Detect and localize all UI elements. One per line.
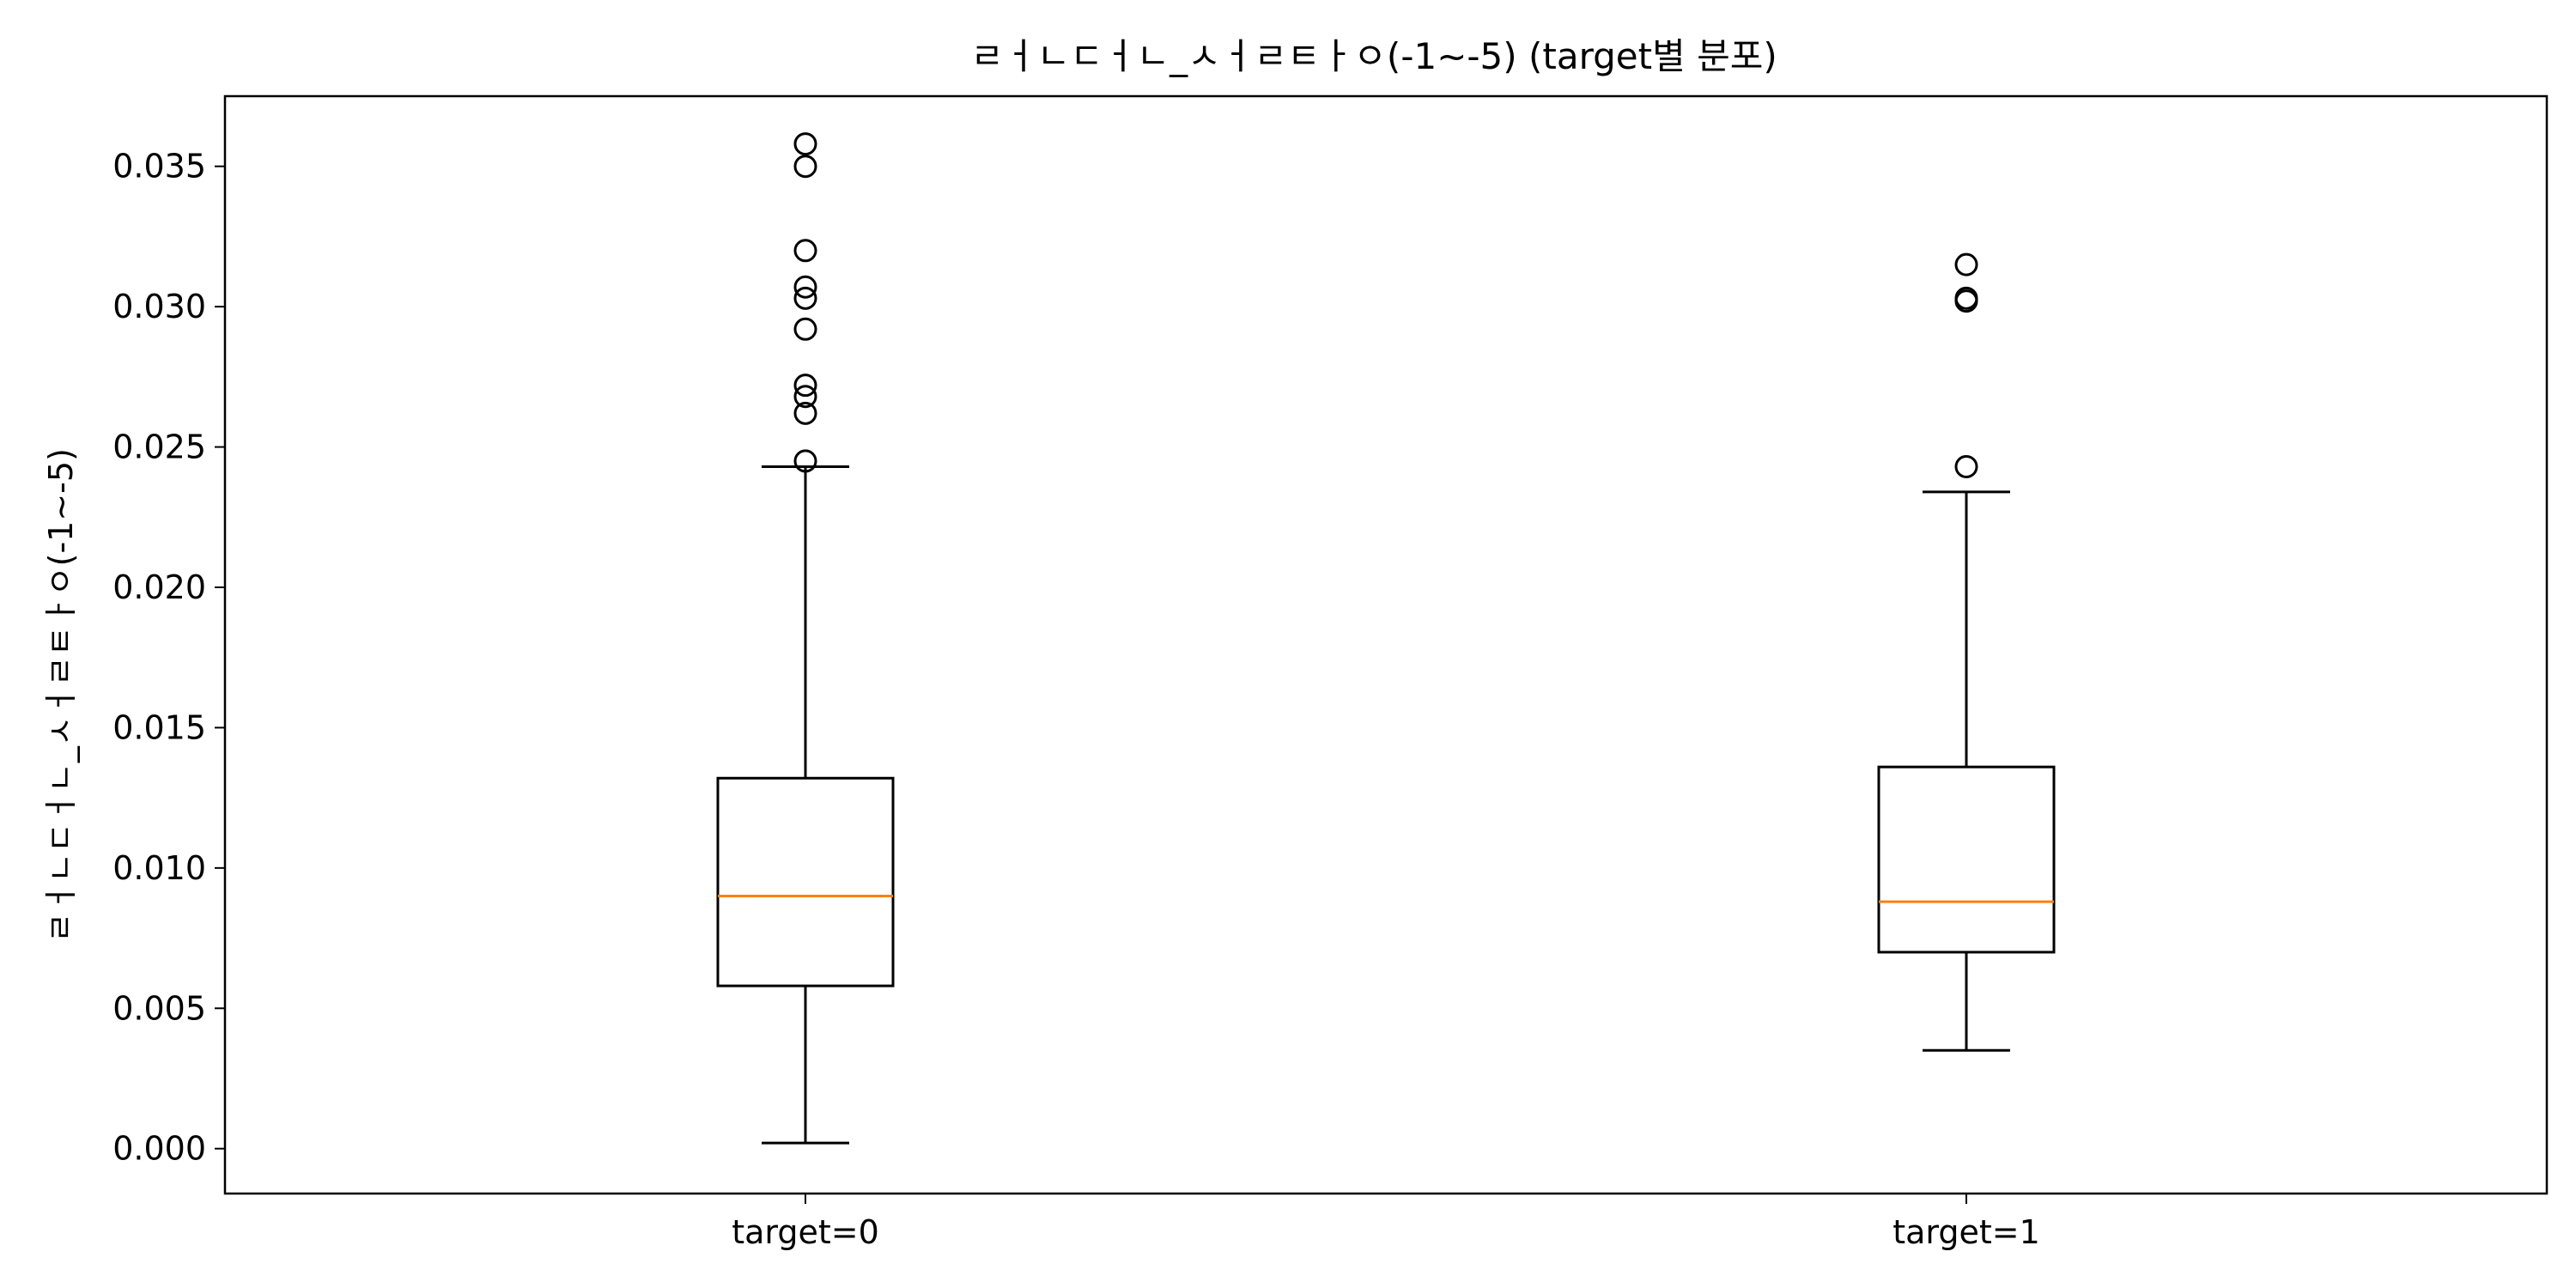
axes-frame <box>223 94 2549 1195</box>
outlier-point <box>793 132 817 156</box>
outlier-point <box>793 374 817 398</box>
outlier-point <box>793 401 817 425</box>
outlier-point <box>1954 286 1978 310</box>
outlier-point <box>793 155 817 179</box>
x-tick-label: target=0 <box>732 1213 879 1251</box>
outlier-point <box>1954 252 1978 276</box>
outlier-point <box>1954 454 1978 478</box>
y-tick-label: 0.015 <box>112 708 206 746</box>
chart-title: ㄹㅓㄴㄷㅓㄴ_ㅅㅓㄹㅌㅏㅇ(-1~-5) (target별 분포) <box>970 35 1777 77</box>
plot-area: 0.000 0.005 0.010 0.015 0.020 0.025 0.030 0.035… <box>112 94 2549 1251</box>
outlier-point <box>793 317 817 341</box>
outlier-point <box>793 275 817 299</box>
y-tick-label: 0.035 <box>112 148 206 185</box>
outlier-point <box>793 239 817 263</box>
y-axis-label: ㄹㅓㄴㄷㅓㄴ_ㅅㅓㄹㅌㅏㅇ(-1~-5) <box>42 448 80 943</box>
y-tick-label: 0.025 <box>112 428 206 466</box>
y-tick-label: 0.005 <box>112 989 206 1027</box>
outlier-point <box>793 449 817 473</box>
y-tick-label: 0.030 <box>112 288 206 325</box>
outlier-point <box>793 385 817 409</box>
y-tick-label: 0.000 <box>112 1130 206 1168</box>
y-tick-label: 0.020 <box>112 568 206 606</box>
y-tick-label: 0.010 <box>112 849 206 887</box>
x-tick-label: target=1 <box>1893 1213 2040 1251</box>
box-iqr <box>716 776 895 987</box>
outlier-point <box>793 286 817 310</box>
box-iqr <box>1877 765 2056 954</box>
